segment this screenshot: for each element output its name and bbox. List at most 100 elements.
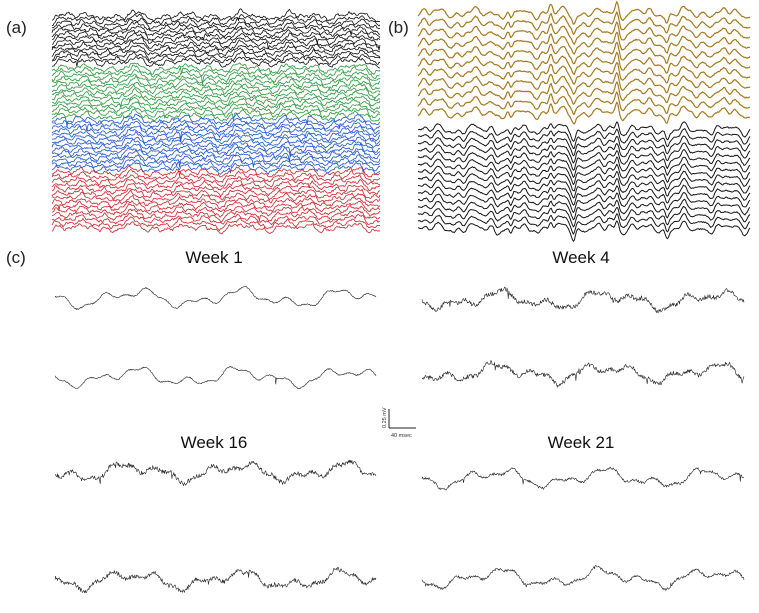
panel-a-trace-2-1 <box>51 62 381 75</box>
panel-label-b: (b) <box>388 18 409 37</box>
panel-a-trace-3-4 <box>51 124 381 138</box>
panel-a-trace-2-2 <box>51 64 381 80</box>
panel-a-trace-1-9 <box>51 39 381 53</box>
week-1-title: Week 1 <box>185 248 242 267</box>
panel-b-trace-1-4 <box>417 31 751 55</box>
panel-a-trace-2-12 <box>51 106 381 119</box>
panel-a-trace-3-11 <box>51 149 381 163</box>
panel-a-trace-2-4 <box>51 73 381 87</box>
week-trace-1-2 <box>54 366 377 389</box>
panel-a-trace-3-5 <box>51 129 381 142</box>
panel-a-trace-3-6 <box>51 131 381 145</box>
panel-b-trace-2-11 <box>418 192 751 213</box>
panel-b-trace-2-8 <box>417 170 751 192</box>
panel-a-trace-3-12 <box>51 154 381 168</box>
panel-a-trace-3-2 <box>51 117 381 131</box>
panel-c-weekly-traces: Week 1 Week 4 Week 16 Week 21 <box>54 248 745 594</box>
panel-a-trace-3-10 <box>51 146 381 160</box>
week-16-title: Week 16 <box>181 433 248 452</box>
panel-a-trace-4-6 <box>51 188 381 201</box>
panel-b-trace-1-9 <box>417 81 751 105</box>
panel-a-trace-1-1 <box>51 8 381 23</box>
panel-a-trace-3-13 <box>51 159 381 172</box>
panel-a-trace-2-3 <box>51 69 381 85</box>
week-4-title: Week 4 <box>552 248 609 267</box>
panel-b-trace-1-5 <box>417 41 751 65</box>
panel-a-trace-4-10 <box>51 203 381 218</box>
week-trace-3-2 <box>54 566 377 594</box>
panel-a-trace-2-9 <box>51 94 381 108</box>
panel-b-trace-2-1 <box>418 121 751 142</box>
panel-a-trace-1-13 <box>51 56 381 69</box>
week-trace-4-2 <box>421 565 745 591</box>
panel-a-trace-1-8 <box>51 36 381 50</box>
panel-label-c: (c) <box>6 248 26 267</box>
panel-b-trace-2-9 <box>417 177 751 199</box>
panel-a-trace-4-2 <box>51 169 381 183</box>
panel-a-trace-1-6 <box>51 27 381 41</box>
scale-bar: 0.25 mV 40 msec <box>382 407 416 439</box>
panel-a-trace-4-12 <box>51 212 381 225</box>
panel-a-trace-1-11 <box>52 47 381 61</box>
panel-b-trace-1-8 <box>417 72 751 95</box>
panel-a-trace-2-5 <box>51 75 381 91</box>
panel-a-trace-2-8 <box>51 88 381 103</box>
panel-a-trace-stack <box>51 8 381 235</box>
panel-b-trace-2-13 <box>417 206 751 228</box>
panel-a-trace-1-4 <box>51 21 381 35</box>
panel-a-trace-4-13 <box>51 216 381 231</box>
panel-b-trace-2-15 <box>417 220 751 242</box>
panel-a-trace-1-3 <box>51 17 381 30</box>
panel-a-trace-3-14 <box>51 162 381 175</box>
panel-b-trace-1-3 <box>417 21 751 45</box>
panel-a-trace-3-9 <box>51 142 381 156</box>
panel-a-trace-3-7 <box>52 135 381 149</box>
panel-a-trace-1-10 <box>51 44 381 59</box>
panel-a-trace-1-2 <box>51 13 381 27</box>
panel-a-trace-2-13 <box>51 108 381 122</box>
panel-b-trace-2-4 <box>417 142 751 164</box>
panel-b-trace-2-7 <box>417 163 751 186</box>
panel-a-trace-4-8 <box>51 195 381 209</box>
panel-a-trace-1-7 <box>51 32 381 51</box>
panel-b-trace-2-5 <box>417 149 751 171</box>
week-trace-2-1 <box>421 286 745 313</box>
scale-bar-voltage-label: 0.25 mV <box>382 407 388 428</box>
panel-b-trace-2-2 <box>417 128 751 150</box>
panel-b-trace-1-11 <box>417 101 751 125</box>
panel-a-trace-3-8 <box>51 139 381 153</box>
panel-a-trace-4-9 <box>51 200 381 213</box>
panel-b-trace-2-6 <box>418 156 751 178</box>
week-trace-2-2 <box>421 360 745 388</box>
panel-a-trace-2-6 <box>51 82 381 95</box>
week-trace-1-1 <box>54 286 377 310</box>
panel-b-trace-1-6 <box>417 51 751 75</box>
week-trace-3-1 <box>55 459 377 486</box>
panel-a-trace-4-11 <box>51 208 381 223</box>
week-trace-4-1 <box>421 466 745 491</box>
panel-a-trace-4-7 <box>51 189 381 204</box>
panel-b-trace-1-2 <box>417 11 751 35</box>
panel-a-trace-4-5 <box>51 183 381 198</box>
panel-b-trace-2-10 <box>417 184 751 206</box>
panel-a-trace-2-10 <box>51 96 381 111</box>
panel-b-trace-2-14 <box>417 213 751 235</box>
panel-label-a: (a) <box>6 18 27 37</box>
panel-b-trace-stack <box>417 1 751 242</box>
panel-b-trace-1-10 <box>417 91 751 115</box>
panel-a-trace-4-4 <box>51 179 381 191</box>
panel-a-trace-4-1 <box>51 165 381 178</box>
panel-a-trace-2-7 <box>51 84 381 100</box>
panel-a-trace-3-1 <box>51 113 381 128</box>
panel-a-trace-1-12 <box>51 50 381 65</box>
scale-bar-time-label: 40 msec <box>391 433 412 439</box>
panel-a-trace-1-5 <box>51 25 381 39</box>
panel-b-trace-1-1 <box>417 1 751 25</box>
panel-b-trace-2-3 <box>417 135 751 157</box>
week-21-title: Week 21 <box>548 433 615 452</box>
panel-a-trace-4-14 <box>51 221 381 235</box>
panel-b-trace-1-7 <box>417 62 751 85</box>
panel-a-trace-3-3 <box>51 120 381 135</box>
panel-a-trace-4-3 <box>51 174 381 188</box>
